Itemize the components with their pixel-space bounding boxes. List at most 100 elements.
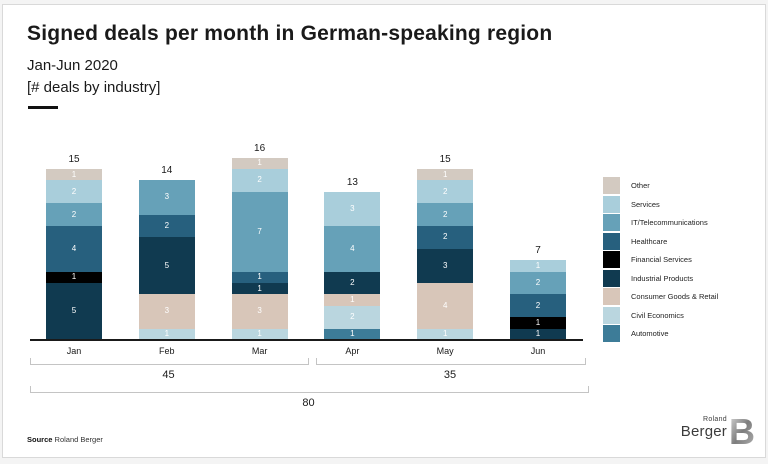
legend-swatch: [603, 288, 620, 305]
x-axis-line: [30, 339, 583, 341]
bar-segment: 1: [510, 317, 566, 329]
bar-segment: 2: [46, 180, 102, 204]
bar-segment: 3: [417, 248, 474, 283]
bar-segment: 7: [231, 191, 288, 272]
bar-segment: 1: [417, 169, 474, 181]
bar-segment: 1: [510, 260, 566, 272]
legend-item: Services: [603, 195, 718, 213]
source-label: Source: [27, 435, 53, 444]
bar-segment: 2: [510, 294, 566, 318]
x-axis-label: May: [436, 346, 454, 356]
legend-label: Financial Services: [631, 255, 692, 264]
legend-swatch: [603, 177, 620, 194]
slide-canvas: Signed deals per month in German-speakin…: [2, 4, 766, 458]
bar-total-label: 14: [161, 165, 173, 177]
legend-swatch: [603, 214, 620, 231]
legend-label: Other: [631, 181, 650, 190]
bar-segment: 1: [324, 294, 381, 306]
bar-segment: 1: [324, 328, 381, 340]
legend-swatch: [603, 195, 620, 213]
svg-text:B: B: [729, 413, 755, 449]
legend-item: Healthcare: [603, 232, 718, 250]
bar-segment: 3: [138, 294, 195, 329]
bar-segment: 4: [324, 225, 381, 272]
legend-swatch: [603, 232, 620, 250]
legend-label: Services: [631, 199, 660, 209]
bar-segment: 1: [510, 328, 566, 340]
bar-total-label: 7: [535, 245, 541, 257]
sum-bracket: [30, 386, 589, 393]
page-title: Signed deals per month in German-speakin…: [27, 22, 553, 45]
legend-swatch: [603, 269, 620, 287]
legend-label: IT/Telecommunications: [631, 218, 708, 227]
legend-label: Consumer Goods & Retail: [631, 292, 719, 301]
bar-segment: 5: [138, 237, 195, 295]
bar-segment: 1: [46, 169, 102, 181]
bar-segment: 2: [324, 271, 381, 295]
bar-segment: 2: [417, 203, 474, 226]
x-axis-label: Feb: [159, 346, 175, 356]
legend-label: Industrial Products: [631, 273, 694, 283]
subtitle-date-range: Jan-Jun 2020: [27, 57, 118, 74]
bar-segment: 2: [138, 214, 195, 238]
bar-total-label: 15: [68, 154, 80, 165]
bar-segment: 2: [231, 168, 288, 192]
legend-label: Automotive: [631, 329, 669, 338]
bar-segment: 3: [231, 294, 288, 329]
bar-segment: 2: [46, 203, 102, 226]
bar-total-label: 13: [346, 176, 358, 188]
bar-segment: 5: [46, 282, 102, 340]
bar-segment: 1: [138, 328, 195, 340]
legend-swatch: [603, 251, 620, 268]
x-axis-label: Apr: [345, 346, 360, 356]
bar-segment: 1: [417, 328, 474, 340]
chart-legend: Other Services IT/Telecommunications Health…: [603, 177, 718, 342]
unit-label: [# deals by industry]: [27, 79, 161, 96]
legend-item: Civil Economics: [603, 306, 718, 324]
sum-bracket-label: 80: [302, 397, 315, 409]
sum-bracket: [30, 358, 309, 365]
bar-segment: 4: [46, 225, 102, 272]
bar-segment: 1: [231, 328, 288, 340]
legend-item: Automotive: [603, 325, 718, 342]
title-underline: [28, 106, 58, 109]
roland-berger-logo: Roland Berger B: [659, 413, 755, 455]
stacked-bar-chart: 15 1 2 2 4 1 5 Jan 14 3 2 5 3 1 Feb 16 1 2 7 1 1 3 1 Mar 13 3 4 2 1 2…: [3, 5, 765, 457]
legend-item: Consumer Goods & Retail: [603, 288, 718, 305]
legend-label: Healthcare: [631, 236, 668, 246]
legend-item: Financial Services: [603, 251, 718, 268]
bar-segment: 2: [417, 225, 474, 249]
logo-line1: Roland: [703, 416, 727, 423]
legend-swatch: [603, 306, 620, 324]
legend-item: Other: [603, 177, 718, 194]
bar-total-label: 16: [254, 142, 266, 154]
sum-bracket: [316, 358, 586, 365]
logo-line2: Berger: [680, 423, 727, 440]
x-axis-label: Jun: [530, 346, 546, 356]
bar-segment: 4: [417, 282, 474, 329]
bar-total-label: 15: [439, 154, 451, 165]
bar-segment: 1: [46, 271, 102, 283]
logo-b-icon: B: [729, 413, 755, 449]
legend-item: Industrial Products: [603, 269, 718, 287]
source-value: Roland Berger: [54, 435, 103, 444]
x-axis-label: Mar: [251, 346, 268, 356]
bar-segment: 2: [510, 271, 566, 295]
legend-item: IT/Telecommunications: [603, 214, 718, 231]
sum-bracket-label: 45: [162, 369, 175, 381]
legend-label: Civil Economics: [631, 310, 684, 320]
legend-swatch: [603, 325, 620, 342]
logo-text: Roland Berger: [681, 416, 727, 439]
bar-segment: 3: [324, 191, 381, 226]
bar-segment: 1: [231, 282, 288, 295]
source-note: Source Roland Berger: [27, 435, 103, 444]
bar-segment: 2: [417, 180, 474, 204]
bar-segment: 1: [231, 157, 288, 169]
x-axis-label: Jan: [66, 346, 82, 356]
